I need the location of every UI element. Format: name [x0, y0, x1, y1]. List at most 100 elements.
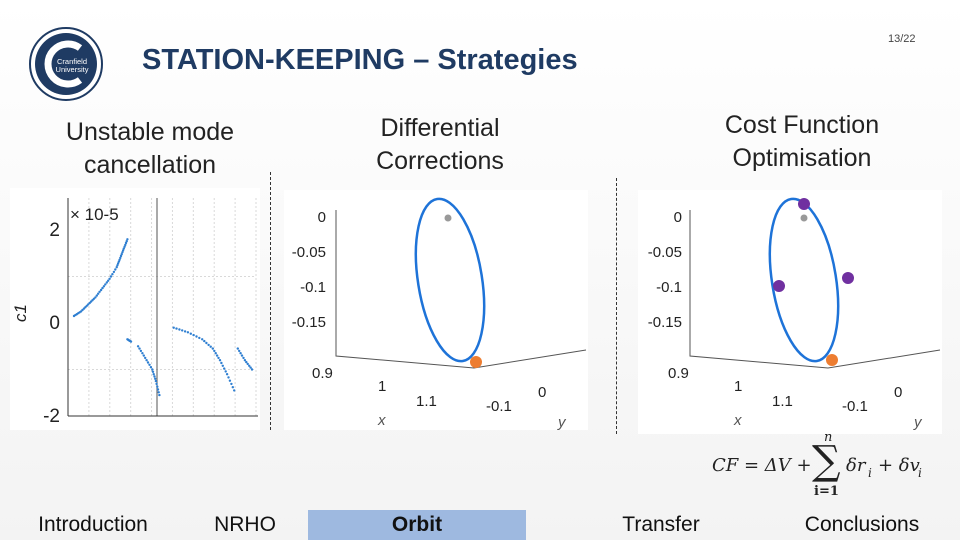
data-point — [245, 360, 248, 364]
data-point — [249, 366, 252, 369]
column-divider-right — [616, 178, 617, 434]
data-point — [183, 330, 187, 333]
data-point — [111, 273, 114, 276]
page-title: STATION-KEEPING – Strategies — [142, 44, 578, 76]
data-point — [240, 354, 244, 357]
data-point — [151, 368, 154, 371]
z-tick-2: -0.1 — [300, 279, 326, 296]
data-point — [207, 343, 210, 347]
data-point — [105, 281, 109, 284]
data-point — [92, 297, 96, 300]
y-tick-label: 2 — [49, 220, 60, 241]
orbit-marker-purple-left — [773, 280, 785, 292]
data-point — [115, 266, 118, 269]
formula-plus-sub: i — [918, 466, 922, 480]
x-axis-label: x — [377, 412, 386, 429]
data-point — [189, 332, 192, 335]
column-heading-right: Cost Function Optimisation — [690, 109, 914, 175]
chart-y-ticks: 2 0 -2 — [43, 220, 60, 427]
data-point — [223, 367, 226, 370]
cost-function-formula: CF = ΔV + n ∑ i=1 δr i + δv i — [712, 430, 924, 502]
y-ticks: 0 -0.1 — [842, 384, 902, 415]
data-point — [246, 362, 249, 366]
y-tick-0: 0 — [538, 384, 546, 401]
y-axis-label: y — [913, 414, 923, 431]
data-point — [192, 333, 195, 337]
data-point — [224, 370, 227, 373]
data-point — [236, 347, 239, 350]
data-point — [228, 379, 232, 382]
data-point — [248, 364, 251, 367]
column-heading-left-line2: cancellation — [83, 151, 217, 179]
x-ticks: 0.9 1 1.1 — [668, 365, 793, 410]
data-point — [186, 331, 190, 334]
data-point — [141, 352, 144, 355]
data-point — [209, 345, 212, 348]
z-tick-3: -0.15 — [292, 314, 326, 331]
nav-item-conclusions[interactable]: Conclusions — [804, 513, 920, 536]
data-point — [203, 339, 206, 343]
data-point — [220, 361, 223, 365]
orbit-marker-gray — [800, 214, 808, 222]
chart-points — [72, 238, 254, 397]
data-point — [98, 290, 101, 293]
section-navigation: Introduction NRHO Orbit Transfer Conclus… — [0, 510, 960, 540]
data-point — [81, 308, 84, 312]
data-point — [142, 354, 145, 357]
z-ticks: 0 -0.05 -0.1 -0.15 — [648, 209, 682, 331]
data-point — [116, 264, 119, 267]
data-point — [124, 243, 127, 247]
data-point — [122, 247, 126, 250]
orbit-marker-orange — [470, 356, 482, 368]
data-point — [154, 377, 157, 380]
x-tick-1: 1 — [378, 378, 386, 395]
data-point — [124, 241, 128, 245]
data-point — [215, 354, 219, 357]
data-point — [156, 385, 159, 388]
cost-function-orbit-plot: 0 -0.05 -0.1 -0.15 0.9 1 1.1 0 -0.1 x y — [638, 190, 942, 434]
data-point — [101, 286, 104, 290]
data-point — [119, 254, 123, 258]
x-ticks: 0.9 1 1.1 — [312, 365, 437, 410]
data-point — [211, 347, 214, 350]
chart-exponent-label: × 10-5 — [70, 205, 119, 224]
data-point — [97, 292, 100, 295]
data-point — [221, 364, 224, 367]
nav-item-transfer[interactable]: Transfer — [622, 513, 700, 536]
data-point — [205, 341, 208, 345]
data-point — [104, 283, 107, 286]
data-point — [231, 386, 234, 389]
data-point — [95, 294, 99, 297]
data-point — [138, 347, 141, 350]
formula-plus: + δv — [878, 455, 920, 476]
data-point — [242, 356, 245, 360]
data-point — [99, 288, 103, 292]
y-tick-label: -2 — [43, 406, 60, 427]
z-tick-3: -0.15 — [648, 314, 682, 331]
formula-sum-bottom: i=1 — [814, 484, 839, 499]
logo-text-line1: Cranfield — [57, 57, 87, 66]
y-axis-label: y — [557, 414, 567, 430]
data-point — [148, 363, 151, 366]
column-heading-right-line1: Cost Function — [724, 111, 880, 139]
nav-item-introduction[interactable]: Introduction — [38, 513, 148, 536]
data-point — [214, 352, 217, 355]
data-point — [154, 379, 158, 383]
y-tick-0: 0 — [894, 384, 902, 401]
nav-item-orbit[interactable]: Orbit — [308, 510, 526, 540]
differential-corrections-orbit-plot: 0 -0.05 -0.1 -0.15 0.9 1 1.1 0 -0.1 x y — [284, 190, 588, 430]
z-tick-0: 0 — [318, 209, 326, 226]
data-point — [230, 382, 233, 386]
data-point — [152, 373, 155, 376]
data-point — [225, 373, 229, 376]
data-point — [146, 361, 150, 364]
data-point — [120, 253, 123, 256]
formula-rhs-sub: i — [868, 466, 872, 480]
unstable-mode-chart: × 10-5 c1 2 0 -2 — [10, 188, 260, 430]
data-point — [123, 245, 126, 248]
x-tick-0: 0.9 — [668, 365, 689, 382]
data-point — [136, 345, 140, 348]
data-point — [144, 356, 147, 360]
data-point — [227, 376, 230, 379]
nav-item-nrho[interactable]: NRHO — [214, 513, 276, 536]
